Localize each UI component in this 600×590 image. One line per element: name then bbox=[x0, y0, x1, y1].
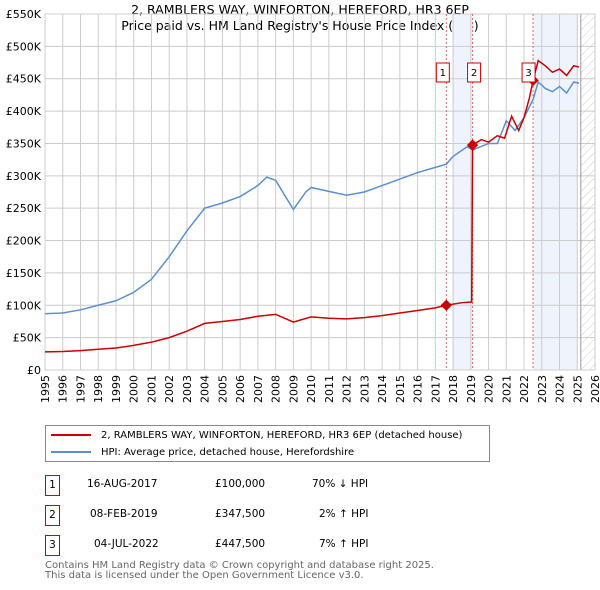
plot-border bbox=[44, 13, 596, 371]
x-tick-label: 2021 bbox=[500, 375, 513, 403]
future-hatch bbox=[580, 14, 595, 370]
x-tick-label: 2015 bbox=[394, 375, 407, 403]
x-tick-label: 2010 bbox=[305, 375, 318, 403]
y-tick-label: £200K bbox=[6, 235, 42, 248]
footer-line: This data is licensed under the Open Gov… bbox=[45, 570, 364, 581]
sale-badge bbox=[435, 62, 450, 83]
x-tick-label: 2026 bbox=[589, 375, 600, 403]
marker-badge: 2 bbox=[45, 505, 60, 526]
sale-badge-label: 3 bbox=[525, 68, 531, 79]
x-tick-label: 2011 bbox=[323, 375, 336, 403]
price: £347,500 bbox=[215, 508, 266, 520]
x-tick-label: 2006 bbox=[234, 375, 247, 403]
series-line-property bbox=[44, 59, 580, 353]
x-tick-label: 2017 bbox=[429, 375, 442, 403]
series-line-hpi bbox=[44, 80, 580, 315]
x-tick-label: 2020 bbox=[483, 375, 496, 403]
sale-point bbox=[440, 299, 452, 311]
y-tick-label: £0 bbox=[27, 364, 41, 377]
x-tick-label: 2014 bbox=[376, 375, 389, 403]
x-tick-label: 2008 bbox=[270, 375, 283, 403]
footer-line: Contains HM Land Registry data © Crown c… bbox=[45, 560, 434, 571]
shaded-period bbox=[453, 14, 473, 370]
y-tick-label: £150K bbox=[6, 267, 42, 280]
legend-blue-label: HPI: Average price, detached house, Here… bbox=[101, 446, 355, 458]
x-tick-label: 2025 bbox=[571, 375, 584, 403]
x-tick-label: 1996 bbox=[57, 375, 70, 403]
y-tick-label: £50K bbox=[13, 332, 42, 345]
sale-point bbox=[466, 139, 479, 151]
y-tick-label: £500K bbox=[6, 40, 42, 53]
legend-red-line bbox=[51, 434, 91, 436]
date: 04-JUL-2022 bbox=[94, 538, 159, 550]
x-tick-label: 2022 bbox=[518, 375, 531, 403]
shaded-period bbox=[532, 14, 578, 370]
x-tick-label: 2018 bbox=[447, 375, 460, 403]
hpi-diff: 70% ↓ HPI bbox=[312, 478, 369, 490]
y-tick-label: £100K bbox=[6, 299, 42, 312]
date: 16-AUG-2017 bbox=[87, 478, 158, 490]
x-tick-label: 1995 bbox=[39, 375, 52, 403]
y-tick-label: £350K bbox=[6, 137, 42, 150]
y-tick-label: £250K bbox=[6, 202, 42, 215]
marker-badge: 3 bbox=[45, 535, 60, 556]
price-chart: 1995 1996 1997 1998 1999 2000 2001 2002 2003 2004… bbox=[6, 8, 600, 403]
chart-subtitle: Price paid vs. HM Land Registry's House … bbox=[121, 18, 479, 33]
footer: Contains HM Land Registry data © Crown c… bbox=[45, 561, 434, 581]
x-tick-label: 2003 bbox=[181, 375, 194, 403]
x-tick-label: 2000 bbox=[128, 375, 141, 403]
marker-badge: 1 bbox=[45, 475, 60, 496]
x-tick-label: 1999 bbox=[110, 375, 123, 403]
x-tick-label: 2007 bbox=[252, 375, 265, 403]
y-tick-label: £300K bbox=[6, 170, 42, 183]
x-tick-label: 2013 bbox=[358, 375, 371, 403]
x-tick-label: 2012 bbox=[341, 375, 354, 403]
x-tick-label: 2004 bbox=[199, 375, 212, 403]
legend-blue-line bbox=[51, 451, 91, 453]
x-tick-label: 2024 bbox=[554, 375, 567, 403]
x-tick-label: 2019 bbox=[465, 375, 478, 403]
y-tick-label: £400K bbox=[6, 105, 42, 118]
sale-badge-label: 2 bbox=[471, 68, 477, 79]
hpi-diff: 7% ↑ HPI bbox=[319, 538, 369, 550]
legend: 2, RAMBLERS WAY, WINFORTON, HEREFORD, HR… bbox=[45, 425, 490, 462]
x-tick-label: 2016 bbox=[412, 375, 425, 403]
sale-badge-label: 1 bbox=[440, 68, 446, 79]
x-tick-label: 2002 bbox=[163, 375, 176, 403]
date: 08-FEB-2019 bbox=[90, 508, 158, 520]
sale-badge bbox=[467, 62, 482, 83]
chart-title: 2, RAMBLERS WAY, WINFORTON, HEREFORD, HR… bbox=[131, 2, 469, 17]
x-tick-label: 1998 bbox=[92, 375, 105, 403]
x-tick-label: 2009 bbox=[287, 375, 300, 403]
y-tick-label: £550K bbox=[6, 8, 42, 21]
sale-badge bbox=[521, 62, 536, 83]
x-tick-label: 2023 bbox=[536, 375, 549, 403]
x-tick-label: 1997 bbox=[74, 375, 87, 403]
hpi-diff: 2% ↑ HPI bbox=[319, 508, 369, 520]
price: £100,000 bbox=[215, 478, 266, 490]
y-tick-label: £450K bbox=[6, 73, 42, 86]
x-tick-label: 2005 bbox=[216, 375, 229, 403]
legend-red-label: 2, RAMBLERS WAY, WINFORTON, HEREFORD, HR… bbox=[101, 429, 463, 441]
price: £447,500 bbox=[215, 538, 266, 550]
x-tick-label: 2001 bbox=[145, 375, 158, 403]
